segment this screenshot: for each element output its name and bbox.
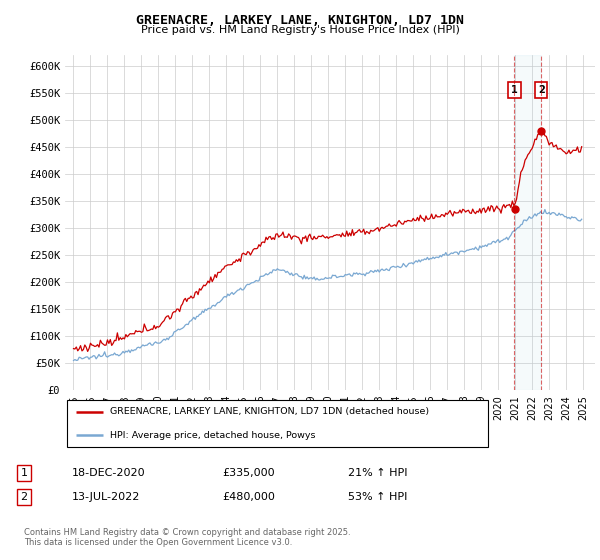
Bar (514, 55, 541, 390)
Text: GREENACRE, LARKEY LANE, KNIGHTON, LD7 1DN: GREENACRE, LARKEY LANE, KNIGHTON, LD7 1D… (136, 14, 464, 27)
Text: 2: 2 (538, 85, 545, 95)
Text: 1: 1 (511, 85, 518, 95)
FancyBboxPatch shape (67, 400, 488, 447)
Text: £480,000: £480,000 (222, 492, 275, 502)
Text: 2: 2 (20, 492, 28, 502)
Text: 21% ↑ HPI: 21% ↑ HPI (348, 468, 407, 478)
Text: 13-JUL-2022: 13-JUL-2022 (72, 492, 140, 502)
Text: HPI: Average price, detached house, Powys: HPI: Average price, detached house, Powy… (110, 431, 315, 440)
Text: 1: 1 (20, 468, 28, 478)
Text: 53% ↑ HPI: 53% ↑ HPI (348, 492, 407, 502)
Text: Contains HM Land Registry data © Crown copyright and database right 2025.
This d: Contains HM Land Registry data © Crown c… (24, 528, 350, 548)
Text: Price paid vs. HM Land Registry's House Price Index (HPI): Price paid vs. HM Land Registry's House … (140, 25, 460, 35)
Text: GREENACRE, LARKEY LANE, KNIGHTON, LD7 1DN (detached house): GREENACRE, LARKEY LANE, KNIGHTON, LD7 1D… (110, 407, 429, 416)
Text: 18-DEC-2020: 18-DEC-2020 (72, 468, 146, 478)
Text: £335,000: £335,000 (222, 468, 275, 478)
